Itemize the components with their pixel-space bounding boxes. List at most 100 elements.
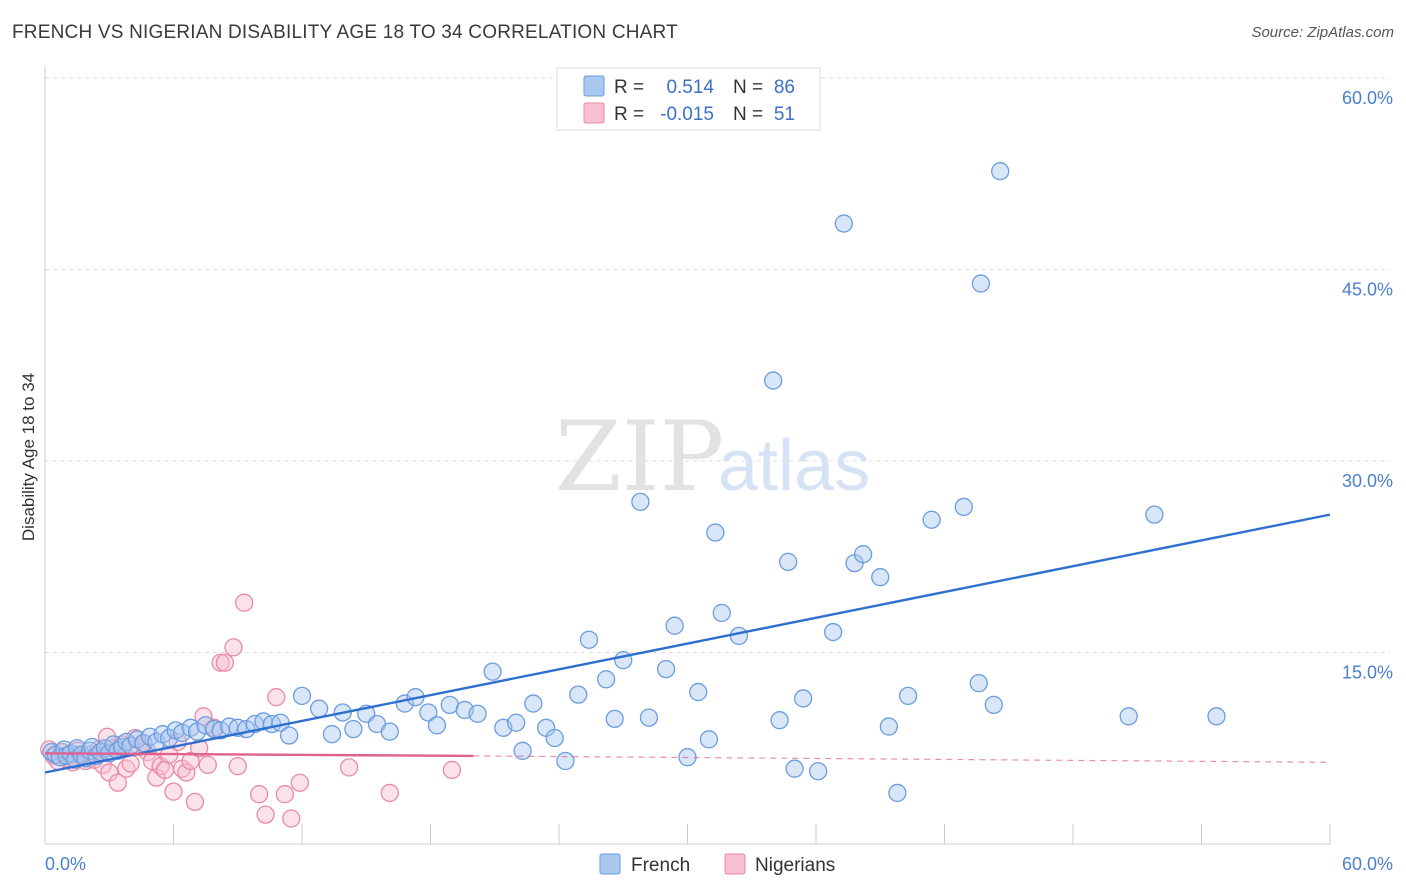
legend-row-nigerians: R = -0.015 N = 51 — [583, 102, 795, 125]
chart-title: FRENCH VS NIGERIAN DISABILITY AGE 18 TO … — [12, 22, 678, 43]
point-nigerians — [177, 763, 196, 782]
point-nigerians — [108, 773, 127, 792]
point-french — [1119, 707, 1138, 726]
legend-swatch-french — [599, 853, 621, 875]
trend-extension-nigerians — [473, 755, 1331, 763]
point-french — [689, 682, 708, 702]
point-french — [605, 709, 624, 729]
point-french — [292, 686, 312, 706]
legend-r-value: -0.015 — [660, 104, 714, 125]
point-french — [853, 545, 873, 564]
point-nigerians — [256, 805, 275, 824]
point-nigerians — [142, 751, 162, 771]
point-nigerians — [339, 758, 359, 777]
legend-n-value: 86 — [774, 77, 795, 98]
point-french — [879, 717, 898, 736]
legend-r-value: 0.514 — [666, 77, 714, 98]
point-nigerians — [290, 773, 310, 792]
y-tick-label: 60.0% — [1342, 88, 1393, 108]
watermark: ZIP atlas — [555, 401, 870, 513]
point-french — [279, 726, 299, 745]
x-tick-label: 0.0% — [45, 854, 86, 874]
x-tick-label: 60.0% — [1342, 854, 1393, 874]
point-french — [665, 616, 684, 635]
point-nigerians — [224, 638, 243, 657]
y-tick-label: 45.0% — [1342, 280, 1393, 300]
point-french — [971, 274, 991, 293]
y-tick-label: 30.0% — [1342, 471, 1393, 491]
legend-swatch-french — [583, 75, 605, 97]
point-nigerians — [198, 755, 217, 774]
point-french — [344, 719, 363, 739]
point-french — [779, 552, 798, 572]
point-nigerians — [442, 760, 462, 780]
trend-line-nigerians — [44, 752, 474, 758]
point-french — [427, 716, 447, 735]
point-french — [172, 723, 192, 743]
trend-layer — [44, 513, 1331, 774]
y-tick-label: 15.0% — [1342, 663, 1393, 683]
legend-n-label: N = — [733, 104, 763, 125]
y-axis-label: Disability Age 18 to 34 — [19, 373, 38, 541]
legend-label-french: French — [631, 855, 690, 876]
point-nigerians — [235, 593, 254, 612]
point-french — [1207, 707, 1226, 726]
point-nigerians — [228, 756, 247, 776]
legend-swatch-nigerians — [724, 853, 746, 875]
trend-line-french — [44, 513, 1331, 774]
point-french — [579, 630, 599, 649]
point-french — [823, 622, 843, 642]
point-nigerians — [211, 653, 230, 672]
point-french — [656, 659, 676, 679]
chart-source: Source: ZipAtlas.com — [1251, 24, 1394, 41]
point-nigerians — [282, 809, 301, 828]
legend-top: R = 0.514 N = 86 R = -0.015 N = 51 — [556, 67, 821, 131]
point-french — [794, 689, 813, 708]
point-french — [984, 695, 1003, 714]
point-french — [808, 762, 828, 781]
point-nigerians — [181, 751, 200, 771]
point-french — [729, 626, 749, 646]
point-nigerians — [267, 688, 286, 707]
point-french — [309, 699, 329, 718]
point-french — [699, 730, 719, 749]
point-french — [871, 568, 890, 587]
axes — [44, 66, 1331, 845]
point-french — [513, 741, 532, 760]
point-french — [1145, 505, 1164, 524]
point-french — [545, 728, 564, 748]
point-french — [785, 759, 804, 778]
legend-n-label: N = — [733, 77, 763, 98]
points-layer — [40, 162, 1226, 828]
legend-row-french: R = 0.514 N = 86 — [583, 75, 795, 98]
legend-n-value: 51 — [774, 104, 795, 125]
point-nigerians — [275, 785, 295, 804]
point-french — [706, 523, 725, 542]
point-french — [834, 214, 853, 233]
tick-labels: 15.0% 30.0% 45.0% 60.0% 0.0% 60.0% — [45, 88, 1393, 874]
point-nigerians — [164, 782, 183, 801]
point-french — [596, 670, 616, 689]
point-french — [483, 662, 502, 681]
legend-swatch-nigerians — [583, 102, 605, 124]
point-french — [419, 703, 438, 722]
point-french — [991, 162, 1010, 181]
point-french — [468, 704, 487, 723]
point-french — [888, 783, 907, 803]
point-nigerians — [250, 785, 269, 804]
point-french — [524, 694, 543, 713]
point-nigerians — [215, 653, 235, 672]
legend-bottom: French Nigerians — [599, 853, 835, 876]
watermark-zip: ZIP — [555, 401, 724, 513]
point-french — [639, 708, 659, 727]
legend-r-label: R = — [614, 104, 644, 125]
point-french — [712, 603, 731, 623]
point-french — [322, 725, 342, 744]
point-nigerians — [185, 792, 205, 812]
point-french — [556, 751, 575, 771]
point-french — [507, 713, 526, 732]
watermark-atlas: atlas — [718, 426, 870, 506]
point-french — [969, 673, 988, 693]
point-nigerians — [380, 783, 399, 803]
